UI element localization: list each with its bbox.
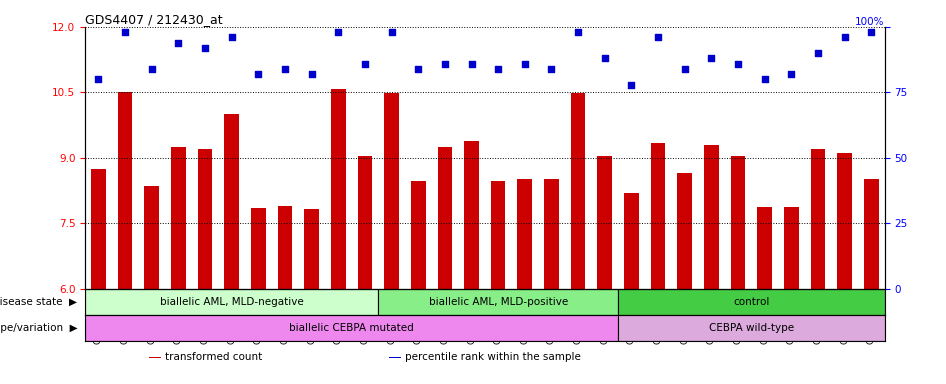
Bar	[91, 169, 106, 289]
Point	[331, 29, 346, 35]
Point	[304, 71, 319, 77]
Point	[783, 71, 798, 77]
Point	[757, 76, 772, 83]
Bar	[118, 91, 132, 289]
Bar	[171, 147, 185, 289]
Text: 100%: 100%	[855, 17, 885, 27]
Bar	[389, 357, 401, 358]
Bar	[570, 93, 586, 289]
Point	[704, 55, 719, 61]
Bar	[704, 145, 719, 289]
Point	[864, 29, 879, 35]
Bar	[85, 315, 618, 341]
Text: CEBPA wild-type: CEBPA wild-type	[709, 323, 794, 333]
Bar	[378, 289, 618, 315]
Bar	[491, 180, 505, 289]
Bar	[730, 156, 745, 289]
Point	[570, 29, 586, 35]
Bar	[85, 289, 378, 315]
Point	[91, 76, 106, 83]
Bar	[811, 149, 825, 289]
Text: biallelic AML, MLD-negative: biallelic AML, MLD-negative	[160, 297, 304, 307]
Bar	[464, 141, 479, 289]
Point	[491, 66, 506, 72]
Point	[117, 29, 132, 35]
Point	[597, 55, 612, 61]
Point	[251, 71, 266, 77]
Point	[224, 34, 239, 40]
Point	[198, 45, 213, 51]
Bar	[305, 209, 319, 289]
Bar	[598, 156, 612, 289]
Text: transformed count: transformed count	[165, 352, 262, 362]
Point	[730, 61, 745, 67]
Bar	[677, 173, 692, 289]
Bar	[251, 208, 266, 289]
Point	[437, 61, 452, 67]
Point	[623, 81, 639, 88]
Text: percentile rank within the sample: percentile rank within the sample	[405, 352, 581, 362]
Point	[277, 66, 292, 72]
Bar	[145, 186, 159, 289]
Bar	[331, 89, 345, 289]
Point	[358, 61, 373, 67]
Bar	[438, 147, 452, 289]
Text: disease state  ▶: disease state ▶	[0, 297, 78, 307]
Point	[544, 66, 559, 72]
Bar	[278, 206, 292, 289]
Bar	[517, 179, 532, 289]
Text: GDS4407 / 212430_at: GDS4407 / 212430_at	[85, 13, 222, 26]
Point	[517, 61, 533, 67]
Point	[677, 66, 692, 72]
Point	[651, 34, 666, 40]
Point	[837, 34, 852, 40]
Point	[411, 66, 426, 72]
Bar	[758, 207, 772, 289]
Point	[811, 50, 826, 56]
Point	[171, 40, 186, 46]
Point	[384, 29, 399, 35]
Bar	[624, 193, 639, 289]
Bar	[837, 153, 851, 289]
Bar	[224, 114, 239, 289]
Point	[144, 66, 159, 72]
Bar	[651, 142, 665, 289]
Bar	[198, 149, 212, 289]
Bar	[864, 179, 879, 289]
Bar	[149, 357, 161, 358]
Text: genotype/variation  ▶: genotype/variation ▶	[0, 323, 78, 333]
Bar	[384, 93, 399, 289]
Bar	[411, 180, 426, 289]
Bar	[784, 207, 798, 289]
Point	[464, 61, 479, 67]
Bar	[618, 289, 885, 315]
Text: biallelic AML, MLD-positive: biallelic AML, MLD-positive	[429, 297, 568, 307]
Bar	[618, 315, 885, 341]
Text: biallelic CEBPA mutated: biallelic CEBPA mutated	[289, 323, 414, 333]
Bar	[358, 156, 372, 289]
Bar	[544, 179, 559, 289]
Text: control: control	[733, 297, 769, 307]
